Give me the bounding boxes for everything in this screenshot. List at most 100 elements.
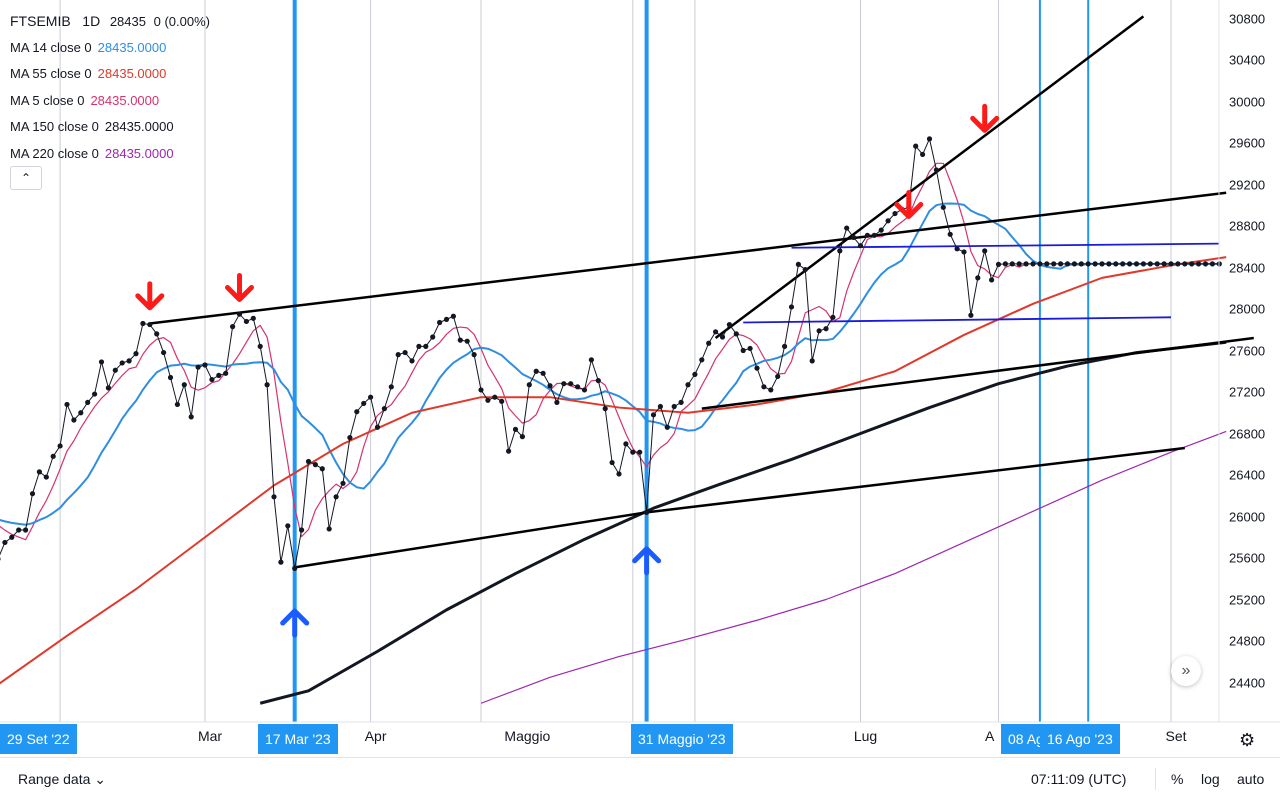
price-point [457,337,463,343]
price-point [726,321,733,328]
price-point [1106,261,1112,267]
price-point [326,526,332,532]
price-point [174,401,180,408]
indicator-value: 28435.0000 [104,119,174,134]
price-point [23,527,29,533]
price-chart[interactable] [0,0,1280,757]
price-point [464,338,470,344]
percent-toggle[interactable]: % [1171,771,1184,787]
price-point [588,357,595,363]
price-point [768,387,774,393]
price-point [864,232,871,238]
price-point [857,243,864,249]
price-point [485,397,491,403]
price-point [975,275,981,281]
price-point [775,373,781,380]
y-tick-label: 28000 [1229,301,1266,317]
price-point [1051,261,1057,267]
price-point [361,400,367,407]
symbol-name[interactable]: FTSEMIB [10,13,71,29]
price-point [1044,261,1050,267]
y-tick-label: 29600 [1229,135,1266,151]
price-point [1078,261,1084,267]
price-point [257,343,263,349]
x-marker-badge: 17 Mar '23 [258,724,338,754]
legend-row-2[interactable]: MA 5 close 0 28435.0000 [10,88,210,115]
price-point [851,234,857,241]
price-point [1161,261,1167,267]
price-point [250,315,256,321]
interval[interactable]: 1D [82,13,101,29]
price-point [271,494,277,500]
price-point [140,320,146,327]
price-point [1064,261,1071,267]
price-point [292,565,298,571]
price-point [85,399,91,405]
price-point [1058,261,1064,267]
price-point [871,232,877,238]
last-price: 28435 [109,14,146,29]
price-point [1189,261,1195,267]
y-tick-label: 30400 [1229,52,1266,68]
price-point [616,471,622,477]
price-series [0,136,1222,571]
price-point [623,441,629,447]
y-tick-label: 26000 [1229,509,1266,524]
indicator-value: 28435.0000 [97,66,167,81]
price-point [519,434,526,440]
legend-row-0[interactable]: MA 14 close 0 28435.0000 [10,35,210,62]
price-point [202,362,208,368]
auto-toggle[interactable]: auto [1237,771,1265,787]
price-point [374,424,381,430]
trendline [149,191,1227,325]
price-point [216,372,222,378]
price-point [16,527,22,533]
price-point [478,387,484,393]
price-change: 0 (0.00%) [153,14,210,29]
divider [1155,768,1156,790]
legend-row-4[interactable]: MA 220 close 0 28435.0000 [10,141,210,168]
price-point [650,412,657,418]
price-point [1002,261,1009,267]
price-point [816,328,822,334]
price-point [305,458,312,465]
legend-row-1[interactable]: MA 55 close 0 28435.0000 [10,61,210,88]
price-point [830,314,836,320]
price-point [340,480,346,486]
price-point [671,403,677,410]
price-point [554,399,560,405]
y-tick-label: 24800 [1229,633,1266,649]
x-marker-badge: 29 Set '22 [0,724,77,754]
price-point [319,466,325,472]
bottom-toolbar: Range data ⌄ 07:11:09 (UTC) % log auto [0,757,1280,801]
price-point [982,248,988,254]
price-point [278,559,284,565]
collapse-legend-button[interactable]: ⌃ [10,166,42,190]
price-point [1133,261,1140,267]
legend-row-3[interactable]: MA 150 close 0 28435.0000 [10,114,210,141]
clock: 07:11:09 (UTC) [1031,771,1127,787]
price-point [57,443,63,449]
indicator-label: MA 5 close 0 [10,92,85,108]
range-dropdown[interactable]: Range data ⌄ [18,771,107,787]
log-toggle[interactable]: log [1201,771,1220,787]
price-point [1120,261,1126,267]
price-point [1147,261,1153,267]
ma55-line [0,256,1227,685]
y-tick-label: 30000 [1229,94,1266,109]
x-marker-badge: 16 Ago '23 [1040,724,1120,754]
price-point [892,210,898,217]
y-tick-label: 29200 [1229,177,1266,192]
price-point [181,382,187,388]
price-point [630,449,636,455]
price-point [678,399,684,405]
price-point [368,394,374,400]
price-point [719,334,726,340]
price-point [154,331,160,337]
price-point [1209,261,1215,267]
scroll-to-realtime-button[interactable]: » [1171,656,1201,686]
price-point [209,376,215,383]
gear-icon[interactable]: ⚙ [1239,730,1256,750]
price-point [388,384,394,390]
price-point [437,319,443,326]
